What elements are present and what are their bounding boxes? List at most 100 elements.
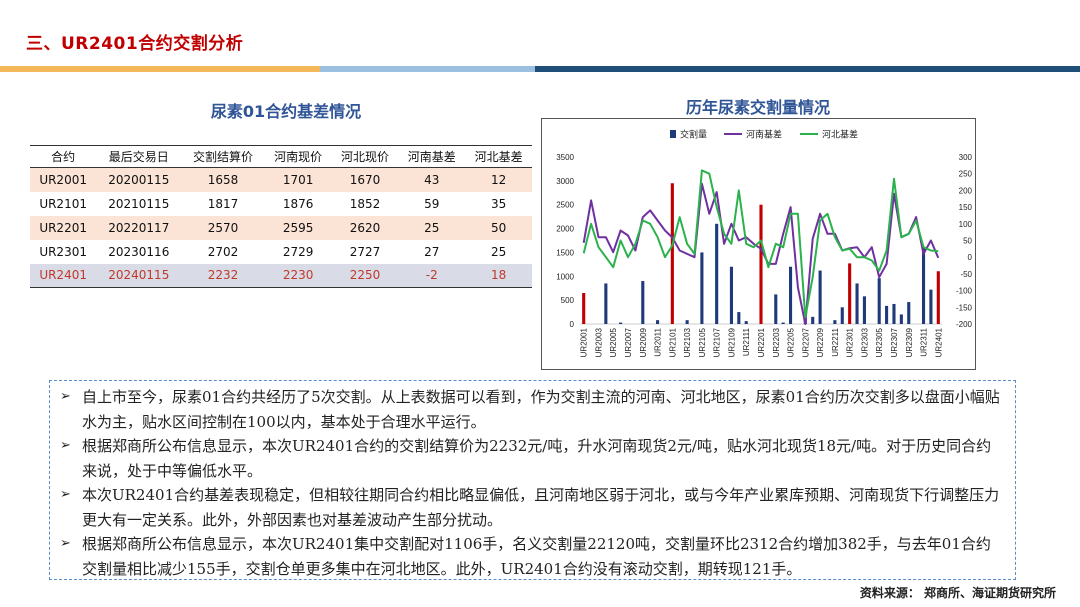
notes-box: ➢ 自上市至今，尿素01合约共经历了5次交割。从上表数据可以看到，作为交割主流的… xyxy=(49,380,1016,580)
delivery-bar xyxy=(729,266,734,324)
y-right-tick-label: 50 xyxy=(963,237,972,246)
arrow-bullet-icon: ➢ xyxy=(60,487,71,502)
table-cell: 2230 xyxy=(264,263,332,288)
delivery-bar xyxy=(840,307,844,324)
y-left-tick-label: 3500 xyxy=(556,153,574,162)
delivery-bar xyxy=(862,296,866,324)
table-cell: 2620 xyxy=(331,215,399,240)
note-text: 本次UR2401合约基差表现稳定，但相较往期同合约相比略显偏低，且河南地区弱于河… xyxy=(82,486,1000,529)
table-row: UR2001 20200115 1658 1701 1670 43 12 xyxy=(30,167,532,192)
header-divider-bar xyxy=(0,66,1080,72)
table-cell: 43 xyxy=(398,167,466,192)
table-cell: 20230116 xyxy=(96,239,182,264)
table-cell: UR2001 xyxy=(30,167,97,192)
column-header: 交割结算价 xyxy=(181,145,265,168)
delivery-bar xyxy=(877,278,881,324)
x-tick-label: UR2103 xyxy=(683,327,692,357)
x-tick-label: UR2209 xyxy=(816,327,825,357)
table-row: UR2301 20230116 2702 2729 2727 27 25 xyxy=(30,239,532,264)
y-left-tick-label: 500 xyxy=(561,296,575,305)
x-tick-label: UR2401 xyxy=(934,327,943,357)
note-item: ➢ 本次UR2401合约基差表现稳定，但相较往期同合约相比略显偏低，且河南地区弱… xyxy=(60,483,1001,532)
x-tick-label: UR2211 xyxy=(831,327,840,356)
column-header: 合约 xyxy=(30,145,97,168)
table-row: UR2101 20210115 1817 1876 1852 59 35 xyxy=(30,191,532,216)
table-cell: UR2101 xyxy=(30,191,97,216)
table-cell: 1876 xyxy=(264,191,332,216)
delivery-bar xyxy=(907,302,911,324)
table-cell: 50 xyxy=(465,215,532,240)
table-cell: -2 xyxy=(398,263,466,288)
arrow-bullet-icon: ➢ xyxy=(60,438,71,453)
note-item: ➢ 根据郑商所公布信息显示，本次UR2401合约的交割结算价为2232元/吨，升… xyxy=(60,434,1001,483)
y-left-tick-label: 2500 xyxy=(556,201,574,210)
delivery-bar xyxy=(781,322,785,324)
source-note: 资料来源： 郑商所、海证期货研究所 xyxy=(859,586,1056,600)
table-cell: 18 xyxy=(465,263,532,288)
note-text: 根据郑商所公布信息显示，本次UR2401合约的交割结算价为2232元/吨，升水河… xyxy=(82,437,992,480)
delivery-bar xyxy=(774,294,778,324)
column-header: 最后交易日 xyxy=(96,145,182,168)
table-cell: 1658 xyxy=(181,167,265,192)
legend-delivery-swatch xyxy=(670,130,676,138)
delivery-bar xyxy=(582,292,586,324)
x-tick-label: UR2001 xyxy=(580,327,589,357)
delivery-bar xyxy=(604,283,608,324)
delivery-bar xyxy=(759,204,763,324)
delivery-bar xyxy=(737,312,741,324)
table-cell: 2570 xyxy=(181,215,265,240)
x-tick-label: UR2301 xyxy=(846,327,855,357)
y-left-tick-label: 0 xyxy=(570,320,575,329)
table-cell: 2702 xyxy=(181,239,265,264)
y-right-tick-label: -50 xyxy=(960,270,972,279)
x-tick-label: UR2203 xyxy=(772,327,781,357)
x-tick-label: UR2311 xyxy=(920,327,929,356)
chart-canvas: 0500100015002000250030003500-200-150-100… xyxy=(556,129,973,358)
table-cell: 2250 xyxy=(331,263,399,288)
table-cell: 20240115 xyxy=(96,263,182,288)
table-cell: 2729 xyxy=(264,239,332,264)
hebei-basis-line xyxy=(582,169,939,319)
x-tick-label: UR2305 xyxy=(875,327,884,357)
delivery-bar xyxy=(921,247,926,324)
legend-delivery-label: 交割量 xyxy=(680,129,707,141)
arrow-bullet-icon: ➢ xyxy=(60,536,71,551)
table-cell: 2727 xyxy=(331,239,399,264)
note-item: ➢ 根据郑商所公布信息显示，本次UR2401集中交割配对1106手，名义交割量2… xyxy=(60,532,1001,581)
table-cell: 20210115 xyxy=(96,191,182,216)
delivery-bar xyxy=(929,289,933,324)
legend-hebei-label: 河北基差 xyxy=(822,129,858,141)
x-tick-label: UR2109 xyxy=(727,327,736,357)
table-cell: UR2301 xyxy=(30,239,97,264)
x-tick-label: UR2105 xyxy=(698,327,707,357)
column-header: 河北基差 xyxy=(465,145,532,168)
y-right-tick-label: -150 xyxy=(956,303,973,312)
table-cell: 27 xyxy=(398,239,466,264)
delivery-bar xyxy=(818,270,822,324)
delivery-bar xyxy=(899,314,903,324)
delivery-bar xyxy=(848,263,852,324)
note-text: 根据郑商所公布信息显示，本次UR2401集中交割配对1106手，名义交割量221… xyxy=(82,535,991,578)
x-tick-label: UR2011 xyxy=(654,327,663,356)
table-cell: 2232 xyxy=(181,263,265,288)
x-tick-label: UR2005 xyxy=(609,327,618,357)
table-cell: 1852 xyxy=(331,191,399,216)
column-header: 河南现价 xyxy=(264,145,332,168)
delivery-bar xyxy=(619,322,623,324)
table-cell: 20200115 xyxy=(96,167,182,192)
delivery-bar xyxy=(641,281,645,324)
table-cell: UR2201 xyxy=(30,215,97,240)
basis-table: 合约 最后交易日 交割结算价 河南现价 河北现价 河南基差 河北基差 UR200… xyxy=(30,145,532,288)
table-header-row: 合约 最后交易日 交割结算价 河南现价 河北现价 河南基差 河北基差 xyxy=(30,145,532,168)
table-row-highlighted: UR2401 20240115 2232 2230 2250 -2 18 xyxy=(30,263,532,288)
delivery-bar xyxy=(788,266,793,324)
delivery-bar xyxy=(700,252,704,324)
x-tick-label: UR2205 xyxy=(787,327,796,357)
delivery-chart: 0 500 1000 1500 2000 2500 3000 3500 -200 -150 -100… xyxy=(541,118,976,370)
chart-title: 历年尿素交割量情况 xyxy=(685,98,830,117)
arrow-bullet-icon: ➢ xyxy=(60,389,71,404)
y-right-tick-label: -100 xyxy=(956,287,973,296)
y-right-tick-label: 250 xyxy=(959,170,973,179)
delivery-bar xyxy=(744,321,748,324)
x-tick-label: UR2207 xyxy=(801,327,810,357)
